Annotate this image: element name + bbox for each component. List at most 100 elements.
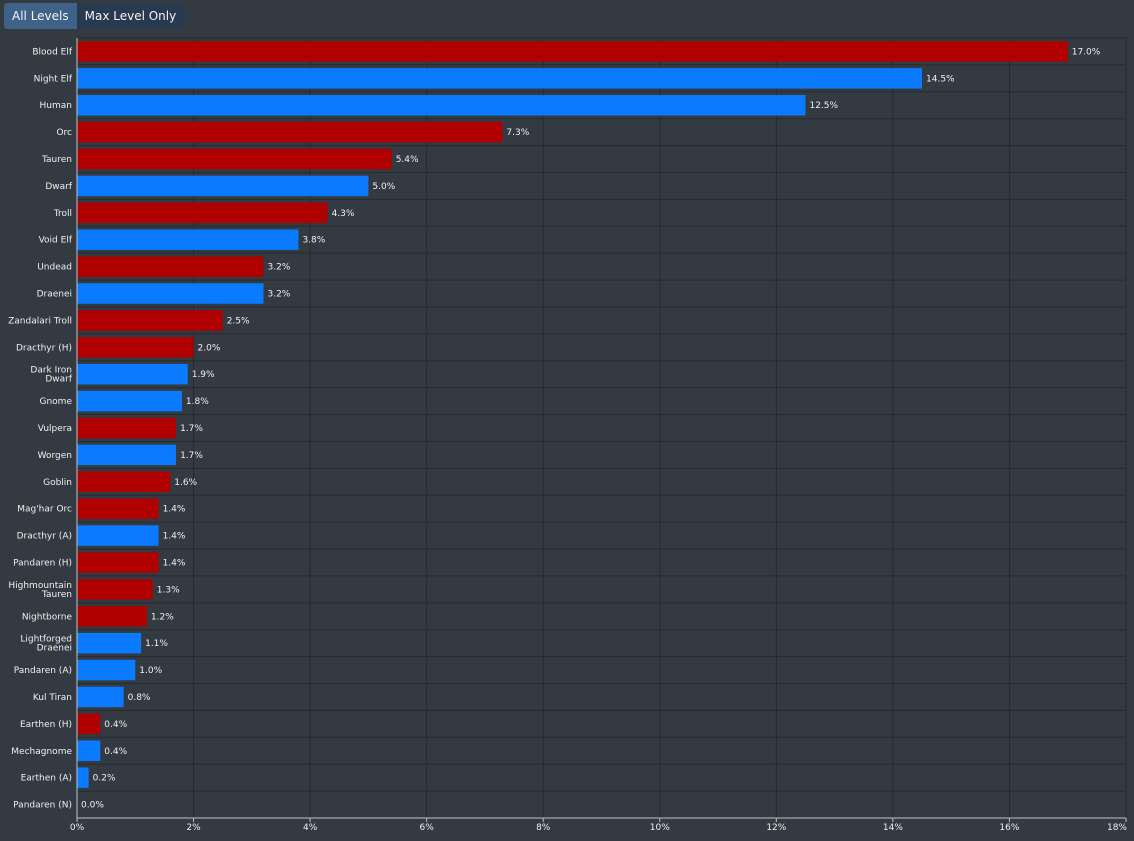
value-label: 5.4% (396, 155, 419, 165)
bar-pandaren-h[interactable] (77, 552, 159, 573)
bar-zandalari-troll[interactable] (77, 310, 223, 331)
bar-mag-har-orc[interactable] (77, 498, 159, 519)
bar-worgen[interactable] (77, 444, 177, 466)
category-label: Void Elf (39, 236, 73, 246)
level-filter-toggle: All Levels Max Level Only (4, 3, 185, 29)
category-label: Troll (53, 209, 72, 219)
value-label: 3.8% (302, 236, 325, 246)
category-label: Orc (56, 128, 72, 138)
bar-dwarf[interactable] (77, 175, 369, 197)
x-tick-label: 6% (420, 823, 435, 833)
value-label: 1.4% (163, 558, 186, 568)
category-label: Vulpera (38, 424, 72, 434)
value-label: 5.0% (372, 182, 395, 192)
category-label: Highmountain Tauren (8, 581, 72, 600)
category-label: Kul Tiran (33, 693, 72, 703)
x-tick-label: 18% (1107, 823, 1127, 833)
x-tick-label: 8% (536, 823, 551, 833)
value-label: 1.7% (180, 424, 203, 434)
value-label: 12.5% (809, 101, 838, 111)
category-label: Night Elf (34, 74, 73, 84)
bar-highmountain-tauren[interactable] (77, 579, 153, 600)
bar-dracthyr-a[interactable] (77, 525, 159, 546)
bar-tauren[interactable] (77, 148, 392, 170)
bar-dracthyr-h[interactable] (77, 337, 194, 358)
category-label: Zandalari Troll (8, 316, 72, 326)
value-label: 14.5% (926, 74, 955, 84)
bar-gnome[interactable] (77, 390, 182, 412)
x-tick-label: 4% (303, 823, 318, 833)
bar-layer: 17.0% 14.5% 12.5% 7.3% 5.4% 5.0% 4.3% 3.8% 3.2% 3… (77, 41, 1101, 811)
value-label: 1.0% (139, 666, 162, 676)
category-label: Pandaren (H) (13, 558, 72, 568)
bar-earthen-h[interactable] (77, 713, 101, 735)
value-label: 1.4% (163, 505, 186, 515)
category-label: Lightforged Draenei (20, 635, 72, 654)
category-label: Dwarf (45, 182, 73, 192)
category-label: Mag'har Orc (17, 505, 72, 515)
x-tick-label: 16% (999, 823, 1019, 833)
value-label: 1.9% (192, 370, 215, 380)
bar-orc[interactable] (77, 121, 503, 143)
x-tick-label: 0% (70, 823, 85, 833)
category-label: Pandaren (A) (14, 666, 72, 676)
value-label: 1.1% (145, 639, 168, 649)
value-label: 0.0% (81, 801, 104, 811)
category-label: Gnome (40, 397, 73, 407)
bar-undead[interactable] (77, 256, 264, 277)
value-label: 3.2% (267, 290, 290, 300)
bar-vulpera[interactable] (77, 417, 177, 439)
category-label: Undead (37, 263, 72, 273)
category-label: Dracthyr (A) (17, 532, 72, 542)
bar-dark-iron-dwarf[interactable] (77, 363, 188, 385)
x-tick-label: 10% (650, 823, 670, 833)
bar-human[interactable] (77, 95, 806, 116)
value-label: 2.0% (198, 343, 221, 353)
x-tick-label: 2% (186, 823, 201, 833)
value-label: 0.2% (93, 774, 116, 784)
bar-nightborne[interactable] (77, 606, 147, 627)
bar-troll[interactable] (77, 202, 328, 224)
category-label: Tauren (41, 155, 72, 165)
value-label: 0.4% (104, 747, 127, 757)
value-label: 2.5% (227, 316, 250, 326)
category-label: Pandaren (N) (13, 801, 72, 811)
bar-blood-elf[interactable] (77, 41, 1068, 62)
category-label: Worgen (38, 451, 72, 461)
bar-void-elf[interactable] (77, 229, 299, 250)
bar-mechagnome[interactable] (77, 740, 101, 761)
value-label: 17.0% (1072, 47, 1101, 57)
bar-pandaren-a[interactable] (77, 659, 136, 681)
bar-kul-tiran[interactable] (77, 686, 124, 708)
x-tick-label: 14% (883, 823, 903, 833)
value-label: 3.2% (267, 263, 290, 273)
bar-night-elf[interactable] (77, 68, 923, 89)
value-label: 1.3% (157, 585, 180, 595)
category-label: Human (40, 101, 72, 111)
value-label: 1.7% (180, 451, 203, 461)
category-label: Blood Elf (32, 47, 72, 57)
bar-lightforged-draenei[interactable] (77, 632, 142, 654)
x-tick-label: 12% (766, 823, 786, 833)
axis-layer: Blood Elf Night Elf Human Orc Tauren Dwarf Tro… (8, 38, 1127, 833)
value-label: 1.4% (163, 532, 186, 542)
all-levels-button[interactable]: All Levels (4, 3, 77, 29)
category-label: Mechagnome (11, 747, 72, 757)
bar-goblin[interactable] (77, 471, 171, 493)
value-label: 0.4% (104, 720, 127, 730)
category-label: Earthen (H) (20, 720, 72, 730)
max-level-only-button[interactable]: Max Level Only (76, 3, 185, 29)
category-label: Dark Iron Dwarf (30, 366, 72, 385)
bar-draenei[interactable] (77, 283, 264, 304)
category-label: Goblin (43, 478, 72, 488)
value-label: 4.3% (332, 209, 355, 219)
value-label: 1.2% (151, 612, 174, 622)
category-label: Draenei (37, 290, 72, 300)
category-label: Earthen (A) (21, 774, 72, 784)
value-label: 7.3% (506, 128, 529, 138)
bar-earthen-a[interactable] (77, 767, 89, 788)
category-label: Dracthyr (H) (16, 343, 72, 353)
value-label: 1.8% (186, 397, 209, 407)
value-label: 0.8% (128, 693, 151, 703)
